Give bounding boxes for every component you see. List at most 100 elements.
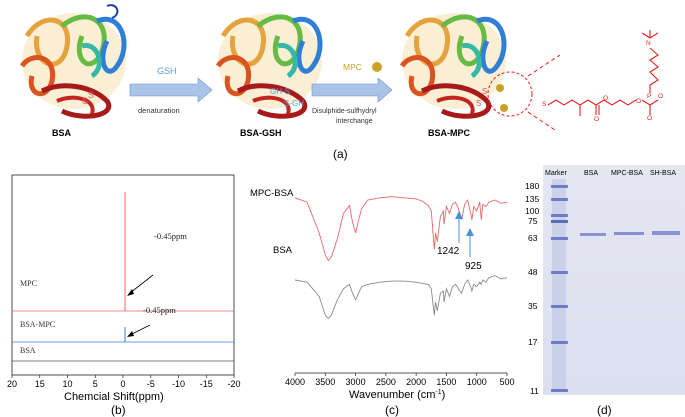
ftir-annotation-925: 925 bbox=[465, 261, 482, 272]
nmr-plot-frame bbox=[11, 174, 235, 376]
ss-label-2b: S-GH bbox=[284, 99, 304, 108]
ladder-size-100: 100 bbox=[525, 206, 539, 216]
nmr-x-tick-label: 15 bbox=[35, 379, 45, 389]
lane-label-bsa: BSA bbox=[584, 170, 598, 177]
ftir-arrowhead-1242 bbox=[455, 211, 463, 219]
svg-text:O: O bbox=[658, 93, 663, 100]
nmr-x-ticks: 20 15 10 5 0 -5 -10 -15 -20 bbox=[7, 375, 241, 389]
nmr-x-axis-label: Chemcial Shift(ppm) bbox=[64, 391, 164, 403]
nmr-arrowhead-mpc bbox=[127, 289, 134, 296]
nmr-annotation-mpc: -0.45ppm bbox=[154, 231, 187, 241]
ladder-size-48: 48 bbox=[528, 267, 538, 277]
ftir-x-tick-label: 3000 bbox=[346, 377, 366, 387]
panel-b-label: (b) bbox=[111, 403, 126, 417]
band-sh-bsa bbox=[652, 231, 680, 235]
gel-background bbox=[543, 165, 685, 395]
zoom-callout-circle bbox=[487, 71, 533, 117]
panel-d-label: (d) bbox=[597, 403, 612, 417]
nmr-annotation-bsa-mpc: -0.45ppm bbox=[143, 305, 176, 315]
svg-text:P: P bbox=[647, 93, 651, 100]
panel-d-gel: Marker BSA MPC-BSA SH-BSA 180 135 100 75… bbox=[525, 165, 685, 417]
zoom-line-top bbox=[527, 54, 561, 77]
nmr-x-tick-label: -5 bbox=[147, 379, 155, 389]
ftir-trace-mpc-bsa bbox=[294, 196, 508, 262]
ftir-x-ticks: 4000 3500 3000 2500 2000 1500 1000 500 bbox=[285, 373, 515, 387]
ss-label-3a: S bbox=[482, 87, 487, 96]
mpc-attached-dot-1 bbox=[496, 84, 504, 92]
nmr-x-tick-label: -10 bbox=[172, 379, 185, 389]
nmr-x-tick-label: 0 bbox=[120, 379, 125, 389]
nmr-trace-label-bsa-mpc: BSA-MPC bbox=[20, 320, 55, 329]
ftir-annotation-1242: 1242 bbox=[437, 246, 460, 257]
arrow2-note-1: Disulphide-sulfhydryl bbox=[312, 108, 377, 115]
svg-text:O: O bbox=[647, 115, 652, 122]
ftir-x-tick-label: 1000 bbox=[467, 377, 487, 387]
lane-label-marker: Marker bbox=[545, 170, 567, 177]
nmr-arrow-bsa-mpc bbox=[129, 324, 151, 336]
nmr-x-tick-label: 20 bbox=[7, 379, 17, 389]
svg-text:N: N bbox=[646, 40, 651, 47]
ladder-size-135: 135 bbox=[525, 194, 539, 204]
ftir-x-tick-label: 3500 bbox=[315, 377, 335, 387]
band-bsa bbox=[580, 233, 606, 236]
nmr-trace-label-mpc: MPC bbox=[20, 279, 37, 288]
panel-a-label: (a) bbox=[333, 147, 348, 161]
band-mpc-bsa bbox=[614, 232, 644, 235]
mpc-chemical-structure bbox=[547, 30, 659, 116]
mpc-dot-icon bbox=[372, 62, 382, 72]
panel-c-ftir-chart: MPC-BSA BSA 1242 925 4000 3500 3000 2500 200… bbox=[250, 188, 515, 417]
panel-c-label: (c) bbox=[385, 403, 399, 417]
ladder-size-75: 75 bbox=[528, 216, 538, 226]
reaction-arrow-2 bbox=[311, 77, 393, 103]
nmr-trace-label-bsa: BSA bbox=[20, 346, 36, 355]
ftir-x-tick-label: 4000 bbox=[285, 377, 305, 387]
panel-a-schematic: S S BSA GSH denaturation GH-S S-GH BSA-G… bbox=[19, 4, 663, 161]
nmr-x-tick-label: -20 bbox=[227, 379, 240, 389]
lane-label-mpc-bsa: MPC-BSA bbox=[611, 170, 643, 177]
lane-label-sh-bsa: SH-BSA bbox=[650, 170, 676, 177]
ftir-x-tick-label: 2500 bbox=[376, 377, 396, 387]
svg-text:S: S bbox=[542, 101, 547, 108]
arrow1-reagent: GSH bbox=[157, 66, 177, 76]
ladder-size-11: 11 bbox=[530, 386, 539, 396]
nmr-x-tick-label: 10 bbox=[62, 379, 72, 389]
svg-text:O: O bbox=[636, 98, 641, 105]
ladder-size-17: 17 bbox=[528, 337, 538, 347]
ftir-x-axis-label: Wavenumber (cm-1) bbox=[349, 389, 445, 401]
protein-bsa-illustration bbox=[19, 4, 127, 119]
mpc-attached-dot-2 bbox=[500, 104, 508, 112]
ftir-trace-label-mpc-bsa: MPC-BSA bbox=[250, 188, 294, 199]
ss-label-3b: S bbox=[476, 99, 481, 108]
ftir-x-tick-label: 500 bbox=[499, 377, 514, 387]
ss-label-2a: GH-S bbox=[270, 87, 290, 96]
ladder-lane bbox=[552, 179, 566, 391]
nmr-arrow-mpc bbox=[129, 274, 154, 294]
svg-text:O: O bbox=[594, 116, 599, 123]
reaction-arrow-1 bbox=[129, 77, 213, 103]
ftir-trace-bsa bbox=[294, 275, 508, 320]
protein-name-bsa-mpc: BSA-MPC bbox=[428, 128, 470, 138]
protein-name-bsa-gsh: BSA-GSH bbox=[240, 128, 282, 138]
arrow2-note-2: interchange bbox=[336, 118, 373, 125]
ladder-size-63: 63 bbox=[528, 233, 538, 243]
protein-bsa-mpc-illustration bbox=[399, 13, 507, 119]
ftir-trace-label-bsa: BSA bbox=[273, 245, 293, 256]
ftir-x-tick-label: 1500 bbox=[436, 377, 456, 387]
arrow2-reagent: MPC bbox=[343, 62, 362, 72]
ftir-arrowhead-925 bbox=[466, 228, 474, 236]
protein-bsa-gsh-illustration bbox=[215, 13, 323, 119]
panel-b-nmr-chart: -0.45ppm -0.45ppm MPC BSA-MPC BSA 20 15 10… bbox=[7, 174, 241, 417]
ladder-size-35: 35 bbox=[528, 301, 538, 311]
nmr-x-tick-label: 5 bbox=[93, 379, 98, 389]
ladder-size-180: 180 bbox=[525, 181, 539, 191]
protein-name-bsa: BSA bbox=[52, 128, 72, 138]
svg-text:O: O bbox=[603, 95, 608, 102]
ss-label-1b: S bbox=[88, 90, 94, 100]
ladder-bands bbox=[551, 185, 568, 392]
nmr-x-tick-label: -15 bbox=[200, 379, 213, 389]
zoom-line-bottom bbox=[527, 111, 556, 131]
ss-label-1a: S bbox=[82, 96, 88, 106]
nmr-arrowhead-bsa-mpc bbox=[127, 331, 134, 337]
ftir-x-tick-label: 2000 bbox=[406, 377, 426, 387]
arrow1-note: denaturation bbox=[138, 106, 180, 115]
